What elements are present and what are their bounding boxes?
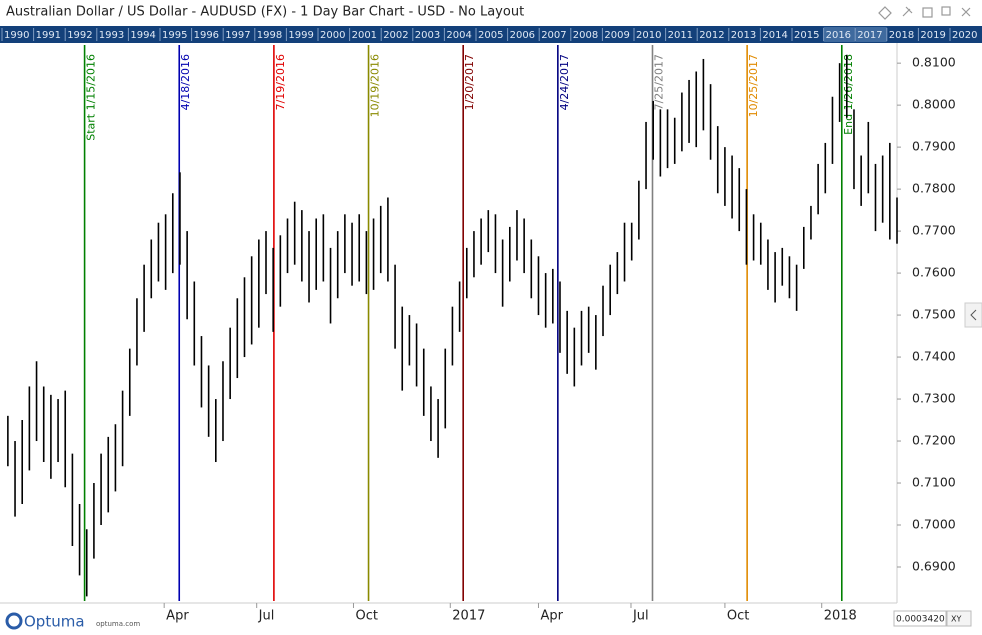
- icon-diamond[interactable]: [878, 6, 892, 20]
- timeline-year: 2005: [478, 30, 503, 41]
- timeline-year: 1994: [130, 30, 155, 41]
- icon-minimize[interactable]: [922, 7, 933, 18]
- side-tab-arrow: [970, 309, 977, 321]
- y-tick-label: 0.7600: [912, 265, 956, 280]
- timeline-bar[interactable]: [0, 26, 982, 43]
- side-tab[interactable]: [964, 302, 982, 328]
- timeline-highlight: [823, 27, 856, 42]
- timeline-year: 2002: [383, 30, 408, 41]
- annotation-label: 7/25/2017: [652, 54, 665, 110]
- x-tick-label: 2018: [824, 609, 857, 624]
- timeline-year: 1996: [194, 30, 219, 41]
- x-tick-label: Apr: [166, 609, 189, 624]
- timeline-year: 1990: [4, 30, 29, 41]
- timeline-year: 2006: [510, 30, 535, 41]
- timeline-year: 1995: [162, 30, 187, 41]
- timeline-year: 1991: [36, 30, 61, 41]
- x-tick-label: Jul: [632, 609, 649, 624]
- timeline-year: 2000: [320, 30, 345, 41]
- y-tick-label: 0.7800: [912, 181, 956, 196]
- brand-url: optuma.com: [96, 620, 140, 628]
- timeline-year: 2007: [541, 30, 566, 41]
- timeline-year: 1999: [288, 30, 313, 41]
- x-tick-label: 2017: [452, 609, 485, 624]
- timeline-year: 1997: [225, 30, 250, 41]
- annotation-label: End 1/26/2018: [842, 54, 855, 135]
- timeline-year: 2016: [826, 30, 851, 41]
- icon-close[interactable]: [961, 7, 971, 17]
- brand-logo: Optuma optuma.com: [5, 612, 140, 631]
- plot-area: [0, 43, 897, 601]
- timeline-year: 2018: [889, 30, 914, 41]
- timeline: 1990 1991 1992 1993 1994 1995 1996 1997 1998 1999…: [1, 27, 977, 42]
- timeline-year: 2004: [446, 30, 471, 41]
- y-tick-label: 0.6900: [912, 558, 956, 573]
- annotation-label: 10/19/2016: [369, 54, 382, 117]
- brand: Optuma: [24, 613, 85, 631]
- cursor-value-box: [893, 610, 947, 627]
- timeline-year: 2008: [573, 30, 598, 41]
- timeline-year: 2020: [952, 30, 977, 41]
- chart-title: Australian Dollar / US Dollar - AUDUSD (…: [6, 5, 524, 20]
- mode-button[interactable]: [946, 610, 972, 627]
- annotation-label: 7/19/2016: [274, 54, 287, 110]
- timeline-year: 2013: [731, 30, 756, 41]
- y-tick-label: 0.7900: [912, 139, 956, 154]
- x-tick-label: Oct: [727, 609, 749, 624]
- y-tick-label: 0.7000: [912, 517, 956, 532]
- mode-label[interactable]: XY: [951, 615, 961, 624]
- timeline-year: 1993: [99, 30, 124, 41]
- annotation-label: Start 1/15/2016: [85, 54, 98, 141]
- x-tick-label: Jul: [258, 609, 275, 624]
- timeline-year: 2010: [636, 30, 661, 41]
- y-tick-label: 0.7500: [912, 307, 956, 322]
- icon-pin[interactable]: [902, 6, 913, 17]
- timeline-year: 1998: [257, 30, 282, 41]
- annotation-label: 4/24/2017: [558, 54, 571, 110]
- y-tick-label: 0.7400: [912, 349, 956, 364]
- y-tick-label: 0.7200: [912, 433, 956, 448]
- timeline-year: 2014: [762, 30, 787, 41]
- timeline-year: 1992: [67, 30, 92, 41]
- annotation-label: 4/18/2016: [179, 54, 192, 110]
- timeline-year: 2009: [604, 30, 629, 41]
- timeline-year: 2003: [415, 30, 440, 41]
- timeline-highlight: [855, 27, 887, 42]
- timeline-year: 2001: [352, 30, 377, 41]
- y-tick-label: 0.8000: [912, 97, 956, 112]
- cursor-value: 0.0003420: [896, 615, 945, 625]
- y-tick-label: 0.7300: [912, 391, 956, 406]
- timeline-year: 2012: [699, 30, 724, 41]
- y-tick-label: 0.7700: [912, 223, 956, 238]
- y-tick-label: 0.7100: [912, 475, 956, 490]
- x-tick-label: Apr: [540, 609, 563, 624]
- annotation-label: 1/20/2017: [463, 54, 476, 110]
- timeline-year: 2011: [668, 30, 693, 41]
- timeline-year: 2015: [794, 30, 819, 41]
- window-icons[interactable]: [878, 6, 971, 20]
- timeline-year: 2019: [920, 30, 945, 41]
- plot: 0.6900 0.7000 0.7100 0.7200 0.7300 0.7400 0.75…: [7, 45, 956, 624]
- annotation-label: 10/25/2017: [747, 54, 760, 117]
- icon-restore[interactable]: [941, 6, 951, 16]
- logo-mark: [5, 612, 23, 630]
- x-tick-label: Oct: [355, 609, 377, 624]
- y-tick-label: 0.8100: [912, 55, 956, 70]
- timeline-year: 2017: [857, 30, 882, 41]
